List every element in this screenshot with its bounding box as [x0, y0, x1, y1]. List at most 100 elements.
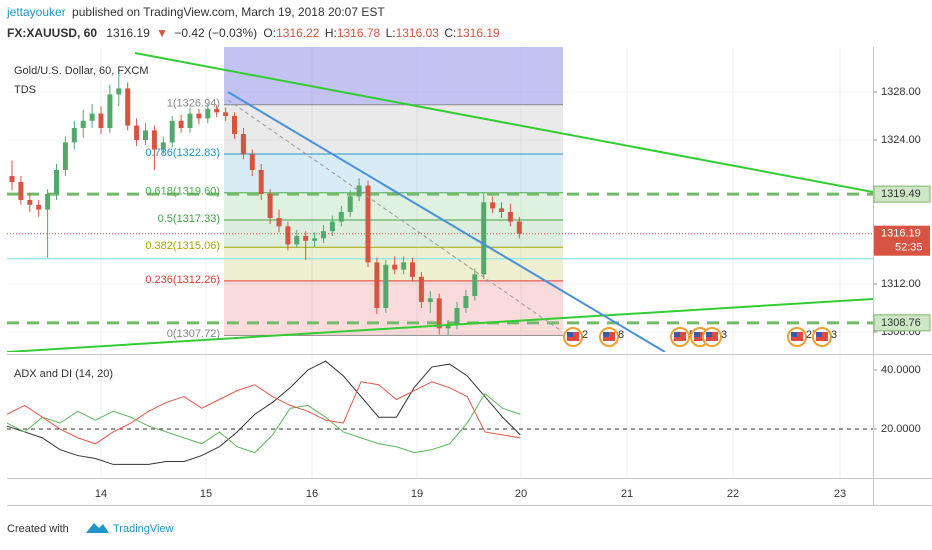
candle-body: [54, 169, 59, 194]
candle-body: [374, 262, 380, 308]
candle-body: [490, 202, 496, 209]
y-tick-label: 1312.00: [881, 278, 921, 290]
candle-body: [383, 264, 389, 308]
event-count: 3: [831, 329, 837, 341]
candle-body: [454, 307, 460, 325]
candle-body: [223, 112, 229, 116]
candle-body: [107, 94, 113, 128]
x-tick-label: 23: [834, 488, 846, 500]
fib-label: 0.382(1315.06): [145, 240, 220, 252]
h-label: H:: [325, 26, 337, 40]
change: −0.42 (−0.03%): [174, 26, 257, 40]
candle-body: [516, 221, 522, 234]
header-line: jettayouker published on TradingView.com…: [6, 5, 385, 19]
candle-body: [160, 142, 166, 150]
fib-zone: [224, 280, 563, 336]
price-label: 1319.49: [881, 188, 921, 200]
candle-body: [410, 262, 415, 277]
x-tick-label: 20: [515, 488, 527, 500]
candle-body: [347, 196, 353, 212]
candle-body: [240, 133, 246, 155]
candle-body: [143, 130, 148, 140]
logo[interactable]: [86, 523, 109, 533]
candle-body: [125, 88, 131, 126]
price-label-box: [873, 185, 931, 203]
event-flag-canton: [816, 332, 822, 337]
candle-body: [392, 264, 398, 270]
candle-body: [418, 276, 424, 302]
candle-body: [427, 298, 433, 302]
pane-subtitle: TDS: [14, 84, 36, 96]
candle-body: [507, 211, 513, 222]
y-tick-label: 20.0000: [881, 423, 921, 435]
fib-zone: [224, 192, 563, 221]
last-price-label: 1316.19: [881, 228, 921, 240]
candle-body: [45, 193, 51, 210]
candle-body: [80, 120, 86, 128]
footer-brand[interactable]: TradingView: [113, 523, 174, 535]
candle-body: [285, 226, 291, 245]
candle-body: [294, 235, 300, 245]
indicator-line: [6, 360, 521, 465]
fib-zone: [224, 247, 563, 281]
candle-body: [89, 113, 95, 121]
x-tick-label: 15: [200, 488, 212, 500]
event-count: 8: [618, 329, 624, 341]
fib-zone: [224, 154, 563, 193]
candle-body: [98, 113, 104, 128]
candle-body: [36, 204, 42, 210]
candle-body: [187, 113, 193, 128]
candle-body: [232, 115, 237, 134]
fib-label: 0(1307.72): [167, 328, 220, 340]
indicator-title: ADX and DI (14, 20): [14, 368, 113, 380]
fib-label: 1(1326.94): [167, 98, 220, 110]
candle-body: [321, 231, 326, 239]
trendline: [134, 52, 873, 193]
x-tick-label: 19: [411, 488, 423, 500]
x-tick-label: 21: [621, 488, 633, 500]
author[interactable]: jettayouker: [6, 5, 66, 19]
x-tick-label: 14: [95, 488, 107, 500]
candle-body: [365, 185, 371, 263]
event-flag-canton: [603, 332, 609, 337]
candle-body: [71, 127, 77, 143]
fib-label: 0.5(1317.33): [158, 213, 220, 225]
candle-body: [356, 185, 362, 197]
o-label: O:: [263, 26, 276, 40]
trendline: [227, 91, 666, 352]
candle-body: [472, 274, 478, 296]
candle-body: [249, 154, 255, 170]
event-flag-canton: [567, 332, 573, 337]
candle-body: [436, 298, 442, 329]
candle-body: [463, 295, 469, 308]
candle-body: [27, 199, 33, 205]
countdown: 52:35: [895, 242, 923, 254]
y-tick-label: 40.0000: [881, 364, 921, 376]
indicator-line: [6, 381, 521, 445]
x-tick-label: 16: [306, 488, 318, 500]
event-flag-canton: [706, 332, 712, 337]
fib-extension-zone: [224, 47, 563, 105]
y-tick-label: 1328.00: [881, 86, 921, 98]
footer-created: Created with: [7, 523, 69, 535]
price-label: 1308.76: [881, 317, 921, 329]
candle-body: [169, 120, 175, 143]
candles: [9, 73, 522, 336]
candle-body: [116, 88, 122, 95]
candle-body: [338, 211, 344, 222]
last-price-box: [874, 225, 930, 256]
fib-label: 0.786(1322.83): [145, 147, 220, 159]
y-tick-label: 1324.00: [881, 134, 921, 146]
fib-label: 0.618(1319.60): [145, 186, 220, 198]
event-count: 2: [582, 329, 588, 341]
trendlines: [7, 52, 873, 352]
quote-line: FX:XAUUSD, 60 1316.19 ▼ −0.42 (−0.03%) O…: [7, 26, 500, 40]
l-label: L:: [386, 26, 396, 40]
candle-body: [499, 208, 504, 212]
trendline: [7, 298, 873, 352]
pane-title: Gold/U.S. Dollar, 60, FXCM: [14, 65, 149, 77]
c-label: C:: [444, 26, 456, 40]
fib-label: 0.236(1312.26): [145, 274, 220, 286]
candle-body: [401, 262, 407, 270]
o-value: 1316.22: [276, 26, 320, 40]
